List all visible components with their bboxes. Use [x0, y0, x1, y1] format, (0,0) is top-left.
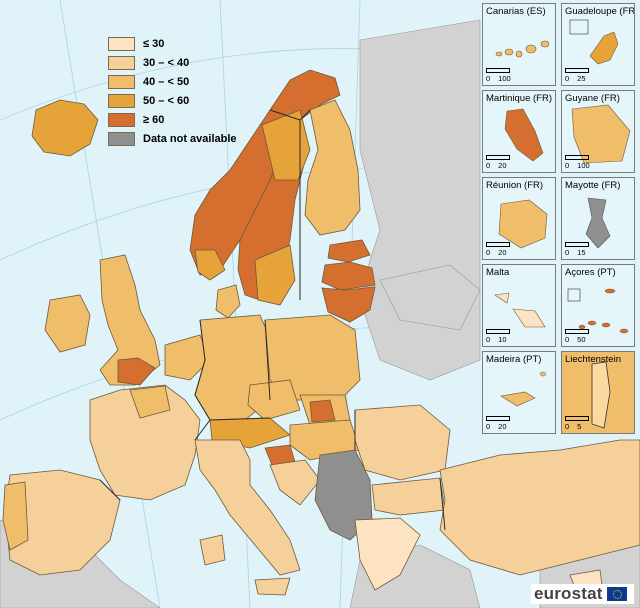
region-lithuania — [321, 286, 376, 323]
legend-row: 50 – < 60 — [108, 91, 237, 110]
inset-mayotte: Mayotte (FR) 0 15 — [561, 177, 635, 260]
inset-map — [495, 40, 550, 58]
region-norway-south — [194, 249, 226, 281]
region-slovakia-east — [309, 399, 336, 423]
region-sicily — [254, 577, 291, 596]
region-croatia — [269, 459, 321, 506]
inset-title: Guyane (FR) — [565, 93, 620, 104]
legend-swatch — [108, 131, 135, 146]
inset-acores: Açores (PT) 0 50 — [561, 264, 635, 347]
region-romania — [354, 404, 451, 481]
region-iceland — [31, 99, 99, 157]
legend-label: 30 – < 40 — [143, 56, 190, 69]
eurostat-logo: eurostat — [531, 584, 634, 604]
region-ireland — [44, 294, 91, 353]
region-czechia — [247, 379, 301, 421]
inset-guyane: Guyane (FR) 0 100 — [561, 90, 635, 173]
region-uk-london — [117, 357, 156, 386]
inset-title: Liechtenstein — [565, 354, 621, 365]
region-bulgaria — [371, 477, 446, 516]
national-borders — [99, 109, 446, 531]
scale-bar: 0 15 — [565, 242, 594, 257]
scale-bar: 0 20 — [486, 155, 515, 170]
legend-row: 40 – < 50 — [108, 72, 237, 91]
inset-map — [498, 199, 548, 249]
inset-map — [585, 197, 611, 249]
legend-label: 50 – < 60 — [143, 94, 190, 107]
region-france-north — [129, 385, 171, 419]
inset-map — [571, 104, 631, 164]
inset-map — [567, 288, 629, 334]
eu-flag-icon — [606, 587, 627, 601]
legend-label: ≤ 30 — [143, 37, 165, 50]
region-france — [89, 384, 201, 501]
scale-bar: 0 100 — [565, 155, 598, 170]
inset-title: Madeira (PT) — [486, 354, 542, 365]
legend-label: Data not available — [143, 132, 237, 145]
inset-map — [504, 108, 544, 162]
scale-bar: 0 25 — [565, 68, 594, 83]
region-latvia — [321, 261, 376, 291]
region-turkey — [439, 439, 640, 576]
legend-swatch — [108, 74, 135, 89]
region-estonia — [327, 239, 371, 263]
scale-bar: 0 100 — [486, 68, 519, 83]
legend-swatch — [108, 36, 135, 51]
legend-row: ≤ 30 — [108, 34, 237, 53]
region-italy — [194, 439, 301, 576]
inset-title: Malta — [486, 267, 510, 278]
inset-title: Martinique (FR) — [486, 93, 552, 104]
logo-text: eurostat — [534, 584, 603, 603]
legend-swatch — [108, 93, 135, 108]
legend-label: 40 – < 50 — [143, 75, 190, 88]
inset-title: Guadeloupe (FR) — [565, 6, 635, 17]
inset-map — [562, 352, 634, 433]
legend-row: ≥ 60 — [108, 110, 237, 129]
region-uk — [99, 254, 161, 386]
map-legend: ≤ 30 30 – < 40 40 – < 50 50 – < 60 ≥ 60 … — [108, 34, 237, 148]
inset-guadeloupe: Guadeloupe (FR) 0 25 — [561, 3, 635, 86]
scale-bar: 0 20 — [486, 416, 515, 431]
inset-madeira: Madeira (PT) 0 20 — [482, 351, 556, 434]
scale-bar: 0 20 — [486, 242, 515, 257]
scale-bar: 0 50 — [565, 329, 594, 344]
inset-martinique: Martinique (FR) 0 20 — [482, 90, 556, 173]
legend-row: Data not available — [108, 129, 237, 148]
region-sweden-south — [254, 244, 296, 306]
region-finland — [304, 99, 361, 236]
inset-title: Açores (PT) — [565, 267, 616, 278]
region-denmark — [215, 284, 241, 319]
inset-map — [500, 371, 547, 407]
scale-bar: 0 10 — [486, 329, 515, 344]
inset-canarias: Canarias (ES) 0 100 — [482, 3, 556, 86]
region-sweden-upper — [261, 109, 311, 181]
inset-title: Réunion (FR) — [486, 180, 544, 191]
inset-title: Mayotte (FR) — [565, 180, 621, 191]
inset-title: Canarias (ES) — [486, 6, 546, 17]
inset-malta: Malta 0 10 — [482, 264, 556, 347]
inset-map — [494, 292, 546, 328]
legend-swatch — [108, 55, 135, 70]
inset-map — [569, 19, 619, 65]
legend-swatch — [108, 112, 135, 127]
region-sardinia — [199, 534, 226, 566]
legend-label: ≥ 60 — [143, 113, 165, 126]
region-greece — [354, 517, 421, 591]
inset-liechtenstein: Liechtenstein Liechtenstein 05 — [561, 351, 635, 434]
legend-row: 30 – < 40 — [108, 53, 237, 72]
region-portugal — [2, 481, 29, 551]
inset-reunion: Réunion (FR) 0 20 — [482, 177, 556, 260]
region-benelux — [164, 334, 211, 381]
